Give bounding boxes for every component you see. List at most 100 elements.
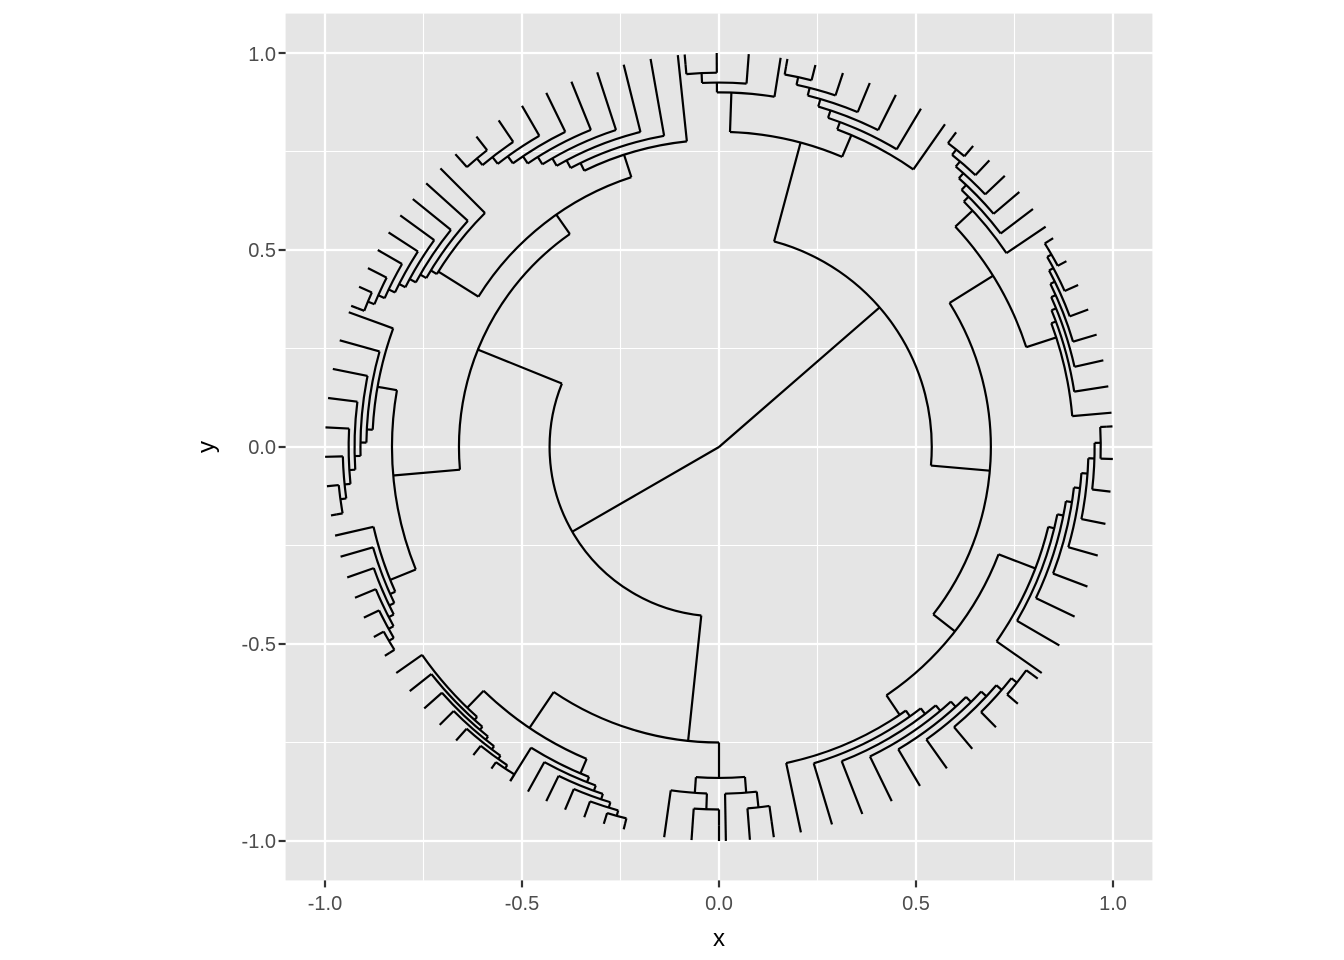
dendrogram-branch: [425, 182, 469, 222]
dendrogram-branch: [389, 568, 417, 581]
dendrogram-branch: [676, 55, 688, 142]
dendrogram-branch: [1000, 208, 1034, 235]
y-tick-label: -0.5: [242, 634, 276, 656]
dendrogram-branch: [783, 66, 788, 75]
dendrogram-branch: [1067, 546, 1099, 557]
dendrogram-merge-arc: [541, 128, 617, 166]
dendrogram-branch: [840, 760, 864, 815]
dendrogram-branch: [1092, 488, 1111, 493]
dendrogram-branch: [622, 823, 627, 830]
dendrogram-merge-arc: [583, 140, 687, 172]
dendrogram-merge-arc: [954, 225, 1028, 348]
dendrogram-merge-arc: [548, 383, 702, 617]
dendrogram-branch: [395, 654, 423, 674]
dendrogram-branch: [367, 300, 375, 306]
dendrogram-merge-arc: [359, 375, 369, 456]
dendrogram-branch: [412, 198, 452, 231]
dendrogram-merge-arc: [693, 807, 720, 811]
dendrogram-merge-arc: [1034, 500, 1067, 599]
dendrogram-branch: [477, 348, 563, 385]
dendrogram-merge-arc: [482, 689, 588, 760]
x-axis-title: x: [713, 925, 725, 952]
dendrogram-branch: [399, 214, 435, 242]
dendrogram-branch: [354, 588, 377, 599]
dendrogram-branch: [885, 694, 901, 716]
dendrogram-branch: [954, 160, 961, 168]
dendrogram-merge-arc: [1050, 322, 1074, 417]
dendrogram-branch: [350, 304, 359, 310]
dendrogram-branch: [746, 808, 752, 840]
dendrogram-branch: [693, 777, 698, 793]
y-tick-label: 1.0: [248, 44, 276, 66]
dendrogram-branch: [965, 696, 972, 703]
dendrogram-branch: [622, 64, 642, 133]
dendrogram-branch: [773, 142, 802, 242]
dendrogram-branch: [336, 512, 343, 516]
dendrogram-branch: [705, 793, 708, 810]
dendrogram-branch: [773, 57, 782, 97]
dendrogram-branch: [506, 155, 514, 164]
dendrogram-branch: [522, 155, 529, 165]
dendrogram-branch: [476, 157, 484, 166]
dendrogram-branch: [817, 98, 822, 107]
dendrogram-branch: [357, 307, 365, 312]
dendrogram-branch: [438, 710, 455, 726]
dendrogram-branch: [934, 704, 942, 712]
dendrogram-branch: [363, 609, 380, 619]
dendrogram-branch: [398, 283, 406, 289]
dendrogram-branch: [963, 195, 970, 203]
dendrogram-merge-arc: [372, 526, 397, 593]
dendrogram-branch: [454, 153, 462, 162]
dendrogram-branch: [377, 294, 386, 300]
dendrogram-merge-arc: [1067, 473, 1083, 548]
dendrogram-merge-arc: [570, 134, 665, 169]
dendrogram-branch: [583, 800, 592, 818]
dendrogram-branch: [690, 808, 695, 841]
dendrogram-branch: [571, 446, 720, 533]
dendrogram-branch: [596, 71, 618, 131]
dendrogram-branch: [1081, 518, 1106, 525]
dendrogram-branch: [409, 278, 417, 284]
dendrogram-branch: [958, 172, 965, 179]
x-tick-label: -1.0: [308, 893, 342, 915]
dendrogram-branch: [545, 775, 560, 802]
dendrogram-branch: [951, 131, 957, 139]
dendrogram-branch: [497, 119, 515, 143]
dendrogram-merge-arc: [543, 761, 597, 787]
dendrogram-branch: [950, 700, 957, 708]
dendrogram-branch: [932, 613, 956, 633]
x-tick-label: 0.5: [902, 893, 930, 915]
dendrogram-branch: [1031, 673, 1039, 680]
dendrogram-merge-arc: [995, 526, 1050, 642]
dendrogram-branch: [947, 137, 953, 144]
dendrogram-merge-arc: [553, 691, 720, 744]
dendrogram-branch: [460, 159, 468, 168]
dendrogram-tree: [325, 53, 1113, 841]
dendrogram-merge-arc: [363, 291, 373, 312]
dendrogram-branch: [439, 167, 486, 214]
dendrogram-branch: [992, 191, 1021, 215]
dendrogram-branch: [1072, 411, 1112, 418]
dendrogram-branch: [877, 94, 897, 131]
dendrogram-branch: [810, 64, 817, 81]
dendrogram-merge-arc: [695, 775, 746, 780]
dendrogram-merge-arc: [374, 588, 395, 627]
dendrogram-branch: [812, 762, 834, 825]
y-tick-label: -1.0: [242, 831, 276, 853]
dendrogram-merge-arc: [932, 302, 992, 616]
dendrogram-merge-arc: [414, 229, 452, 283]
dendrogram-merge-arc: [365, 351, 381, 443]
x-tick-label: 0.0: [705, 893, 733, 915]
dendrogram-branch: [528, 691, 555, 729]
dendrogram-branch: [325, 426, 350, 430]
dendrogram-branch: [521, 105, 541, 137]
dendrogram-branch: [841, 134, 853, 158]
dendrogram-merge-arc: [430, 673, 484, 728]
dendrogram-merge-arc: [1049, 283, 1075, 342]
dendrogram-merge-arc: [1050, 296, 1076, 368]
dendrogram-branch: [912, 123, 946, 171]
dendrogram-branch: [683, 54, 687, 65]
dendrogram-merge-arc: [527, 128, 592, 165]
dendrogram-branch: [1025, 336, 1057, 349]
dendrogram-merge-arc: [393, 250, 419, 293]
